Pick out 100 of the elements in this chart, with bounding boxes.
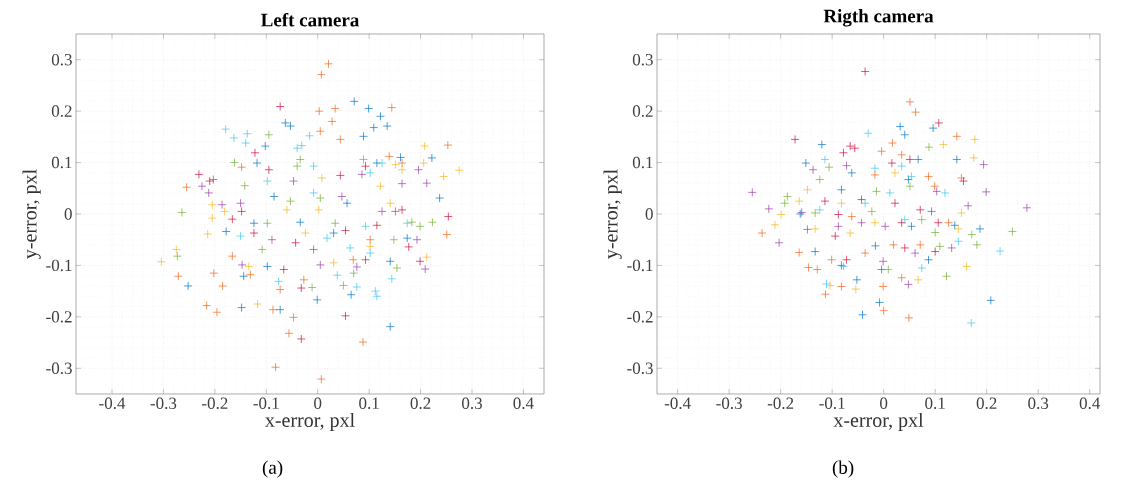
point xyxy=(820,196,830,206)
point xyxy=(407,217,417,227)
point xyxy=(803,225,812,234)
point xyxy=(878,282,888,291)
point xyxy=(860,67,870,76)
point xyxy=(365,168,375,178)
point xyxy=(309,245,318,254)
point xyxy=(870,218,880,228)
y-tick-label: -0.1 xyxy=(627,259,653,272)
x-tick-label: -0.3 xyxy=(150,397,177,410)
point xyxy=(837,282,846,291)
y-tick-label: -0.2 xyxy=(627,311,653,323)
point xyxy=(404,242,414,252)
point xyxy=(203,229,213,239)
y-tick-label: -0.3 xyxy=(46,362,72,375)
point xyxy=(803,185,812,195)
point xyxy=(871,241,880,251)
point xyxy=(950,220,960,230)
point xyxy=(808,165,818,175)
point xyxy=(790,135,800,144)
point xyxy=(934,118,944,128)
point xyxy=(212,307,222,317)
point xyxy=(357,170,367,179)
point xyxy=(824,162,834,172)
point xyxy=(241,138,251,148)
point xyxy=(301,228,310,238)
x-tick-label: -0.1 xyxy=(253,397,279,410)
point xyxy=(260,141,270,151)
point xyxy=(312,295,322,305)
point xyxy=(981,187,991,197)
point xyxy=(218,281,227,291)
point xyxy=(221,227,231,236)
point xyxy=(240,181,250,191)
point xyxy=(236,198,245,208)
point xyxy=(174,271,183,281)
point xyxy=(986,296,996,305)
point xyxy=(890,198,900,208)
point xyxy=(269,192,279,201)
point xyxy=(833,221,843,231)
point xyxy=(932,187,942,196)
point xyxy=(879,306,889,316)
point xyxy=(329,258,339,268)
point xyxy=(435,193,444,203)
point xyxy=(385,198,395,208)
point xyxy=(352,262,362,272)
point xyxy=(316,374,326,384)
point xyxy=(217,200,227,210)
point xyxy=(837,185,846,195)
point xyxy=(389,235,399,245)
point xyxy=(228,214,237,224)
point xyxy=(924,255,933,265)
x-tick-label: 0.2 xyxy=(410,397,431,410)
point xyxy=(913,155,923,164)
x-tick-label: -0.3 xyxy=(716,397,742,410)
point xyxy=(332,270,342,280)
point xyxy=(415,221,425,231)
point xyxy=(995,246,1005,256)
point xyxy=(330,104,340,113)
x-axis-title: x-error, pxl xyxy=(833,412,924,432)
point xyxy=(297,141,307,150)
point xyxy=(289,176,298,186)
point xyxy=(782,192,792,201)
point xyxy=(391,207,400,216)
point xyxy=(392,263,402,273)
point xyxy=(904,280,913,289)
point xyxy=(821,289,830,299)
point xyxy=(954,224,963,234)
point xyxy=(851,284,861,294)
point xyxy=(979,160,988,169)
point xyxy=(229,133,239,143)
point xyxy=(839,148,848,158)
point xyxy=(970,135,980,144)
point xyxy=(942,271,951,281)
point xyxy=(372,291,382,301)
point xyxy=(267,235,277,245)
point xyxy=(904,313,914,323)
point xyxy=(314,106,324,116)
point xyxy=(915,205,925,215)
point xyxy=(939,140,948,149)
point xyxy=(349,268,359,278)
point xyxy=(860,248,870,258)
point xyxy=(402,218,412,228)
point xyxy=(171,245,181,254)
point xyxy=(870,163,880,173)
point xyxy=(242,129,252,139)
x-tick-label: 0.3 xyxy=(1028,397,1049,410)
point xyxy=(907,221,916,231)
point xyxy=(172,251,182,261)
point xyxy=(315,126,325,136)
point xyxy=(420,264,430,274)
point xyxy=(947,243,957,253)
point xyxy=(264,165,274,175)
point xyxy=(887,158,897,168)
point xyxy=(157,257,166,267)
point xyxy=(847,212,857,221)
point xyxy=(365,235,375,245)
point xyxy=(397,165,407,175)
point xyxy=(361,161,370,171)
point xyxy=(817,140,827,149)
y-tick-label: -0.2 xyxy=(46,311,72,323)
